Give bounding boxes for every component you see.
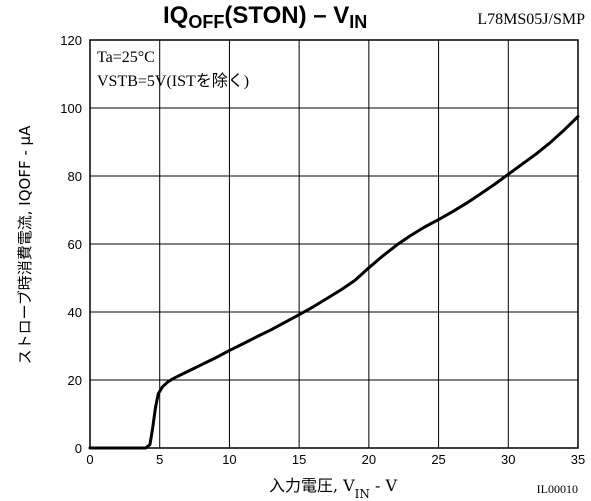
x-tick-label: 10: [222, 452, 236, 467]
series-line: [88, 115, 580, 450]
x-tick-label: 15: [292, 452, 306, 467]
axis-ticks: 0 5 10 15 20 25 30 35 0 20 40 60 80 100 120: [60, 33, 585, 467]
chart-part-number: L78MS05J/SMP: [477, 11, 585, 28]
y-tick-label: 100: [60, 101, 82, 116]
chart-title: IQOFF(STON) – VIN L78MS05J/SMP: [0, 2, 591, 36]
x-axis-label: 入力電圧, VIN - V: [269, 476, 398, 501]
y-tick-label: 120: [60, 33, 82, 48]
y-tick-label: 20: [68, 373, 82, 388]
x-tick-label: 20: [362, 452, 376, 467]
y-tick-label: 80: [68, 169, 82, 184]
x-tick-label: 30: [501, 452, 515, 467]
y-tick-label: 40: [68, 305, 82, 320]
plot-frame: [89, 39, 579, 449]
y-tick-label: 0: [75, 441, 82, 456]
grid: [90, 40, 578, 448]
annotation-temperature: Ta=25°C: [97, 49, 155, 66]
x-tick-label: 25: [431, 452, 445, 467]
y-tick-label: 60: [68, 237, 82, 252]
series-layer: [88, 115, 580, 450]
y-axis-label: ストローブ時消費電流, IQOFF - μA: [16, 125, 34, 364]
chart-title-main: IQOFF(STON) – VIN: [163, 2, 368, 32]
x-tick-label: 35: [571, 452, 585, 467]
annotation-vstb: VSTB=5V(ISTを除く): [97, 72, 249, 90]
figure-code: IL00010: [537, 482, 578, 496]
x-tick-label: 5: [156, 452, 163, 467]
x-tick-label: 0: [86, 452, 93, 467]
